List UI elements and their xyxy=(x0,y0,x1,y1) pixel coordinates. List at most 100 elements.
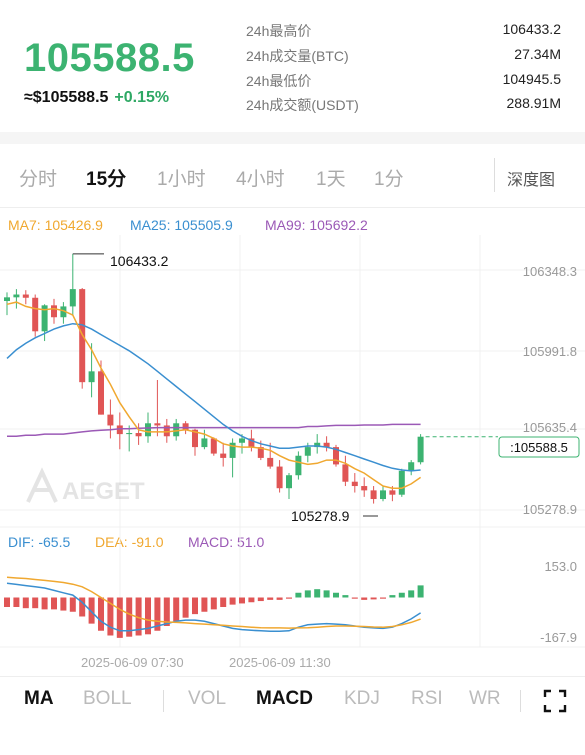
candle-body xyxy=(398,470,405,495)
candle-body xyxy=(69,289,76,307)
aeget-watermark: AEGET xyxy=(26,467,145,505)
macd-histogram-bar xyxy=(342,595,349,598)
indicator-divider xyxy=(163,690,164,712)
macd-histogram-bar xyxy=(323,590,330,598)
dif-legend: DIF: -65.5 xyxy=(8,534,71,550)
dea-line xyxy=(6,576,421,629)
stat-value-turnover: 288.91M xyxy=(506,95,561,111)
candle-body xyxy=(60,306,67,318)
stat-label-volume: 24h成交量(BTC) xyxy=(246,48,349,64)
candle-body xyxy=(351,481,358,487)
candle-body xyxy=(314,442,321,448)
macd-histogram-bar xyxy=(276,597,283,600)
indicator-macd[interactable]: MACD xyxy=(256,688,313,709)
macd-histogram-bar xyxy=(201,597,208,612)
low-annotation: 105278.9 xyxy=(291,508,378,524)
chart-top-border xyxy=(0,207,585,208)
macd-histogram-bar xyxy=(51,597,57,610)
macd-histogram-bar xyxy=(333,592,339,598)
macd-histogram-bar xyxy=(220,597,227,607)
approx-usd-price: ≈$105588.5 +0.15% xyxy=(24,89,169,107)
macd-histogram-bar xyxy=(361,597,368,600)
indicator-bar-border xyxy=(0,676,585,677)
price-axis-label: 105991.8 xyxy=(523,344,577,359)
candle-body xyxy=(276,466,283,489)
fullscreen-icon[interactable] xyxy=(543,689,567,713)
macd-histogram-bar xyxy=(229,597,236,605)
ma7-line xyxy=(6,301,422,489)
candle-body xyxy=(192,429,198,448)
candle-body xyxy=(210,438,217,454)
candle-body xyxy=(88,371,95,383)
tab-timeframe-1m[interactable]: 1分 xyxy=(374,169,404,190)
candle-body xyxy=(380,490,386,500)
macd-histogram-bar xyxy=(192,597,198,615)
high-label: 106433.2 xyxy=(110,253,169,269)
indicator-vol[interactable]: VOL xyxy=(188,688,227,709)
candle-body xyxy=(201,438,208,448)
macd-histogram-bar xyxy=(145,597,151,635)
candle-body xyxy=(361,486,368,491)
macd-histogram-bar xyxy=(32,597,39,609)
tab-timeframe-1h[interactable]: 1小时 xyxy=(157,169,206,190)
macd-histogram-bar xyxy=(116,597,123,638)
approx-price-value: ≈$105588.5 xyxy=(24,89,109,106)
stat-value-low: 104945.5 xyxy=(502,71,561,87)
macd-histogram-bar xyxy=(79,597,86,617)
last-price: 105588.5 xyxy=(24,36,195,80)
macd-axis-label: 153.0 xyxy=(544,559,577,574)
candle-body xyxy=(4,297,10,302)
tab-timeframe-4h[interactable]: 4小时 xyxy=(236,169,285,190)
indicator-rsi[interactable]: RSI xyxy=(411,688,443,709)
depth-chart-button[interactable]: 深度图 xyxy=(507,172,556,189)
indicator-ma[interactable]: MA xyxy=(24,688,54,709)
candle-body xyxy=(248,438,255,448)
macd-histogram-bar xyxy=(257,597,264,602)
stat-value-high: 106433.2 xyxy=(502,21,561,37)
section-divider xyxy=(0,132,585,144)
macd-histogram-bar xyxy=(408,590,415,598)
stat-value-volume: 27.34M xyxy=(514,46,561,62)
macd-histogram-bar xyxy=(41,597,48,610)
candle-body xyxy=(98,371,104,415)
candle-body xyxy=(323,442,330,448)
candle-body xyxy=(135,433,142,437)
candle-body xyxy=(239,438,245,443)
candle-body xyxy=(295,455,302,476)
macd-histogram-bar xyxy=(267,597,274,600)
macd-histogram-bar xyxy=(182,597,189,618)
tab-timeframe-line[interactable]: 分时 xyxy=(19,169,58,190)
macd-legend: MACD: 51.0 xyxy=(188,534,265,550)
price-axis-label: 106348.3 xyxy=(523,264,577,279)
candle-body xyxy=(304,447,311,456)
candle-body xyxy=(370,490,377,500)
tab-timeframe-15m[interactable]: 15分 xyxy=(86,169,127,190)
indicator-wr[interactable]: WR xyxy=(469,688,501,709)
current-price-label: :105588.5 xyxy=(510,440,568,455)
high-annotation: 106433.2 xyxy=(72,253,169,269)
candle-body xyxy=(267,457,274,467)
stat-label-high: 24h最高价 xyxy=(246,23,312,39)
candle-body xyxy=(182,423,189,430)
candle-body xyxy=(41,305,48,332)
candle-body xyxy=(32,297,39,332)
tab-timeframe-1d[interactable]: 1天 xyxy=(316,169,346,190)
candle-body xyxy=(417,436,424,463)
time-axis-label: 2025-06-09 11:30 xyxy=(229,655,331,670)
stat-label-turnover: 24h成交额(USDT) xyxy=(246,97,359,113)
macd-histogram-bar xyxy=(286,597,292,599)
indicator-kdj[interactable]: KDJ xyxy=(344,688,380,709)
svg-text:AEGET: AEGET xyxy=(62,478,145,505)
macd-histogram-bar xyxy=(380,597,386,599)
macd-histogram-bar xyxy=(314,589,321,598)
candle-body xyxy=(257,447,264,458)
candle-body xyxy=(286,475,292,489)
candle-body xyxy=(51,305,57,318)
ma99-legend: MA99: 105692.2 xyxy=(265,217,368,233)
macd-histogram-bar xyxy=(210,597,217,610)
macd-histogram-bar xyxy=(239,597,245,604)
macd-histogram-bar xyxy=(13,597,20,607)
indicator-boll[interactable]: BOLL xyxy=(83,688,132,709)
price-axis-label: 105635.4 xyxy=(523,420,577,435)
